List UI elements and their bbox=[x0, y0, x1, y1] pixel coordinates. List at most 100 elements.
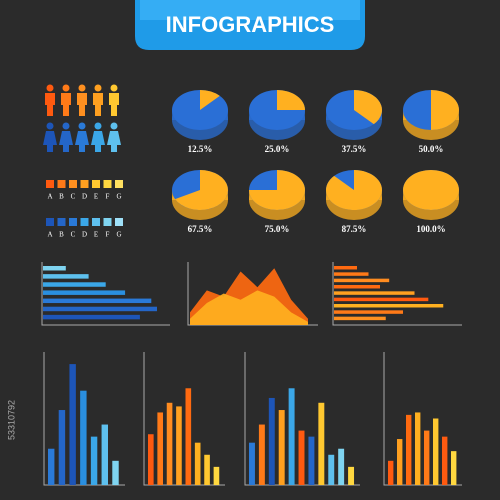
scale-letter: F bbox=[106, 231, 110, 239]
area bbox=[190, 290, 308, 325]
pie-slice bbox=[326, 170, 383, 211]
bar bbox=[298, 430, 305, 485]
pie-label: 87.5% bbox=[342, 224, 367, 234]
scale-letter: D bbox=[82, 231, 87, 239]
scale-swatch bbox=[46, 180, 54, 188]
scale-swatch bbox=[92, 180, 100, 188]
bar bbox=[69, 364, 76, 485]
bar bbox=[334, 291, 415, 295]
pie-slice bbox=[175, 170, 228, 210]
scale-letter: E bbox=[94, 193, 98, 201]
scale-letter: C bbox=[71, 193, 76, 201]
scale-letter: E bbox=[94, 231, 98, 239]
pie-slice bbox=[354, 90, 383, 125]
scale-swatch bbox=[80, 218, 89, 226]
pie-label: 25.0% bbox=[265, 144, 290, 154]
bar bbox=[176, 406, 182, 485]
person-head bbox=[62, 84, 70, 92]
pie-label: 12.5% bbox=[188, 144, 213, 154]
scale-letter: B bbox=[59, 193, 64, 201]
scale-swatch bbox=[103, 180, 112, 188]
bar bbox=[388, 460, 394, 485]
bar bbox=[204, 454, 210, 485]
bar bbox=[334, 297, 429, 302]
bar bbox=[43, 282, 106, 287]
bar bbox=[334, 285, 380, 289]
person-head bbox=[110, 122, 118, 130]
bar bbox=[43, 314, 140, 320]
person-body bbox=[75, 131, 89, 152]
title: INFOGRAPHICS bbox=[166, 12, 335, 37]
bar bbox=[334, 272, 369, 276]
bar bbox=[213, 466, 220, 485]
scale-letter: A bbox=[47, 231, 52, 239]
bar bbox=[112, 460, 119, 485]
bar bbox=[80, 390, 87, 485]
bar bbox=[442, 436, 448, 485]
bar bbox=[194, 442, 201, 485]
bar bbox=[308, 436, 315, 485]
bar bbox=[406, 414, 412, 485]
scale-letter: A bbox=[47, 193, 52, 201]
pie-label: 100.0% bbox=[416, 224, 445, 234]
bar bbox=[334, 316, 386, 321]
bar bbox=[424, 430, 430, 485]
bar bbox=[288, 388, 295, 485]
scale-swatch bbox=[57, 218, 66, 226]
pie-label: 75.0% bbox=[265, 224, 290, 234]
person-body bbox=[45, 93, 55, 116]
bar bbox=[334, 310, 403, 314]
scale-swatch bbox=[46, 218, 54, 226]
scale-swatch bbox=[92, 218, 100, 226]
bar bbox=[43, 266, 66, 271]
bar bbox=[43, 290, 126, 295]
title-shine bbox=[140, 0, 360, 20]
bar bbox=[433, 418, 439, 485]
bar bbox=[328, 454, 335, 485]
scale-swatch bbox=[80, 180, 89, 188]
scale-letter: G bbox=[116, 231, 121, 239]
person-body bbox=[59, 131, 73, 152]
scale-letter: D bbox=[82, 193, 87, 201]
scale-swatch bbox=[57, 180, 66, 188]
chart-frame bbox=[43, 352, 125, 486]
pie-label: 37.5% bbox=[342, 144, 367, 154]
person-body bbox=[77, 93, 87, 116]
scale-swatch bbox=[69, 180, 77, 188]
person-body bbox=[61, 93, 71, 116]
bar bbox=[48, 448, 55, 485]
bar bbox=[334, 266, 357, 270]
person-head bbox=[94, 122, 102, 130]
person-body bbox=[93, 93, 103, 116]
bar bbox=[43, 274, 89, 279]
bar bbox=[268, 397, 275, 485]
bar bbox=[166, 402, 173, 485]
scale-letter: F bbox=[106, 193, 110, 201]
person-body bbox=[109, 93, 119, 116]
bar bbox=[58, 410, 66, 485]
bar bbox=[415, 412, 421, 485]
pie-slice bbox=[277, 90, 305, 110]
scale-letter: B bbox=[59, 231, 64, 239]
person-head bbox=[46, 122, 54, 130]
bar bbox=[451, 451, 457, 485]
person-head bbox=[78, 84, 86, 92]
pie-slice bbox=[249, 170, 305, 210]
bar bbox=[348, 466, 355, 485]
bar bbox=[334, 278, 390, 283]
person-head bbox=[78, 122, 86, 130]
bar bbox=[157, 412, 163, 485]
scale-letter: G bbox=[116, 193, 121, 201]
chart-frame bbox=[332, 262, 462, 326]
person-head bbox=[46, 84, 54, 92]
bar bbox=[185, 388, 192, 485]
bar bbox=[278, 410, 285, 485]
bar bbox=[249, 442, 255, 485]
bar bbox=[258, 424, 265, 485]
person-body bbox=[107, 131, 121, 152]
person-head bbox=[110, 84, 118, 92]
bar bbox=[90, 436, 98, 485]
person-head bbox=[62, 122, 70, 130]
side-id: 53310792 bbox=[6, 400, 16, 440]
